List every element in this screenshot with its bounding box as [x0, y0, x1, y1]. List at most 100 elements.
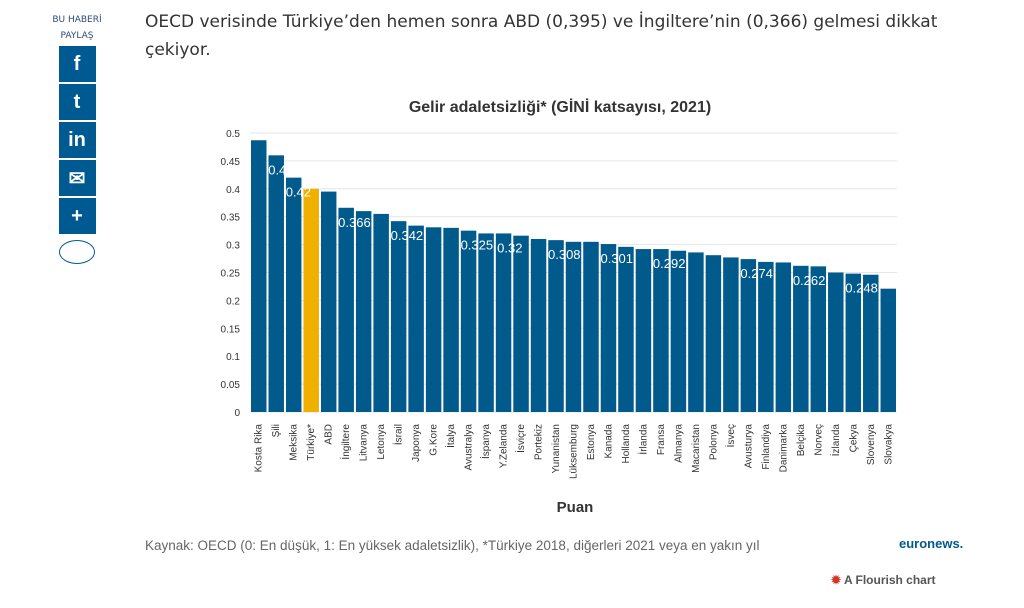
bar: [495, 233, 512, 412]
data-label: 0.262: [793, 273, 826, 288]
x-tick-label: İrlanda: [636, 424, 649, 455]
bar: [845, 273, 862, 412]
x-tick-label: Portekiz: [534, 424, 545, 460]
bar: [320, 191, 337, 412]
bar: [583, 241, 599, 412]
y-tick-label: 0.05: [221, 380, 241, 391]
bar: [303, 188, 319, 412]
x-tick-label: İsviçre: [514, 424, 527, 453]
bar: [460, 230, 477, 412]
bar: [390, 221, 407, 412]
linkedin-share-button[interactable]: in: [58, 122, 96, 158]
bar: [530, 239, 547, 412]
bar: [863, 274, 879, 412]
intro-paragraph: OECD verisinde Türkiye’den hemen sonra A…: [145, 12, 938, 60]
facebook-share-button[interactable]: f: [58, 46, 96, 82]
bar: [285, 177, 302, 412]
bar: [758, 261, 774, 412]
x-tick-label: Şili: [271, 424, 282, 437]
data-label: 0.248: [845, 281, 878, 296]
y-tick-label: 0.5: [226, 129, 240, 140]
data-label: 0.42: [286, 185, 311, 200]
x-tick-label: Çekya: [848, 424, 859, 453]
x-tick-label: Hollanda: [621, 424, 632, 464]
x-tick-label: Avusturya: [743, 424, 754, 469]
x-tick-label: İspanya: [479, 424, 492, 459]
bar: [565, 241, 582, 412]
x-tick-label: Polonya: [708, 424, 719, 461]
bar: [688, 252, 704, 412]
chart-title: Gelir adaletsizliği* (GİNİ katsayısı, 20…: [409, 98, 711, 116]
x-tick-label: Kosta Rika: [254, 424, 265, 473]
y-tick-label: 0.35: [221, 213, 241, 224]
y-tick-label: 0.15: [221, 324, 241, 335]
source-note: Kaynak: OECD (0: En düşük, 1: En yüksek …: [145, 538, 760, 553]
email-share-button[interactable]: ✉: [58, 160, 96, 196]
y-tick-label: 0.2: [226, 296, 240, 307]
bar: [880, 288, 896, 412]
flourish-credit[interactable]: ✹ A Flourish chart: [831, 573, 936, 587]
x-tick-label: Almanya: [673, 424, 684, 463]
comment-icon[interactable]: [59, 240, 95, 264]
bar: [355, 211, 372, 412]
flourish-icon: ✹: [831, 573, 844, 587]
bar: [425, 227, 442, 412]
y-tick-label: 0.45: [221, 157, 241, 168]
x-tick-label: Norveç: [813, 424, 824, 456]
bar: [793, 265, 809, 412]
y-tick-label: 0.3: [226, 241, 240, 252]
bar: [653, 249, 669, 412]
x-tick-label: G.Kore: [429, 424, 440, 456]
x-tick-label: Y.Zelanda: [499, 424, 510, 469]
y-tick-label: 0: [234, 408, 240, 419]
twitter-share-button[interactable]: t: [58, 84, 96, 120]
y-tick-label: 0.4: [226, 185, 240, 196]
bar: [408, 225, 424, 412]
data-label: 0.325: [461, 238, 494, 253]
share-label: BU HABERİ PAYLAŞ: [52, 15, 102, 41]
x-tick-label: İtalya: [444, 424, 457, 448]
x-tick-label: Lüksemburg: [569, 424, 580, 479]
y-tick-label: 0.1: [226, 352, 240, 363]
x-tick-label: Kanada: [603, 424, 614, 459]
x-tick-label: Avustralya: [464, 424, 475, 471]
flourish-label: A Flourish chart: [843, 573, 936, 587]
bar: [373, 213, 389, 412]
bar: [600, 244, 617, 412]
euronews-logo: euronews.: [899, 536, 964, 551]
data-label: 0.366: [338, 215, 371, 230]
bar: [775, 262, 792, 412]
x-tick-label: Japonya: [411, 424, 422, 462]
bar: [478, 233, 494, 412]
x-tick-label: Macaristan: [691, 424, 702, 473]
bar: [268, 155, 284, 412]
data-label: 0.342: [391, 228, 424, 243]
data-label: 0.292: [653, 256, 686, 271]
bar: [810, 266, 827, 412]
data-label: 0.308: [548, 247, 581, 262]
bar: [670, 250, 687, 412]
x-tick-label: İsrail: [392, 424, 405, 445]
more-share-button[interactable]: +: [58, 198, 96, 234]
x-tick-label: Estonya: [586, 424, 597, 461]
y-tick-label: 0.25: [221, 269, 241, 280]
bar: [740, 259, 757, 412]
x-tick-label: Danimarka: [778, 424, 789, 473]
bar: [723, 257, 739, 412]
x-tick-label: ABD: [324, 424, 335, 445]
bar: [338, 207, 354, 412]
bar: [618, 246, 634, 412]
x-tick-label: Fransa: [656, 424, 667, 456]
bar: [705, 255, 722, 412]
bar: [251, 140, 267, 412]
x-axis-title: Puan: [557, 499, 594, 516]
bar: [828, 272, 844, 412]
x-tick-label: Slovakya: [883, 424, 894, 465]
data-label: 0.46: [268, 162, 293, 177]
x-tick-label: Finlandiya: [761, 424, 772, 470]
bar: [635, 249, 652, 412]
bar: [513, 235, 529, 412]
x-tick-label: Türkiye*: [306, 424, 317, 461]
share-sidebar: BU HABERİ PAYLAŞ f t in ✉ +: [50, 12, 104, 264]
